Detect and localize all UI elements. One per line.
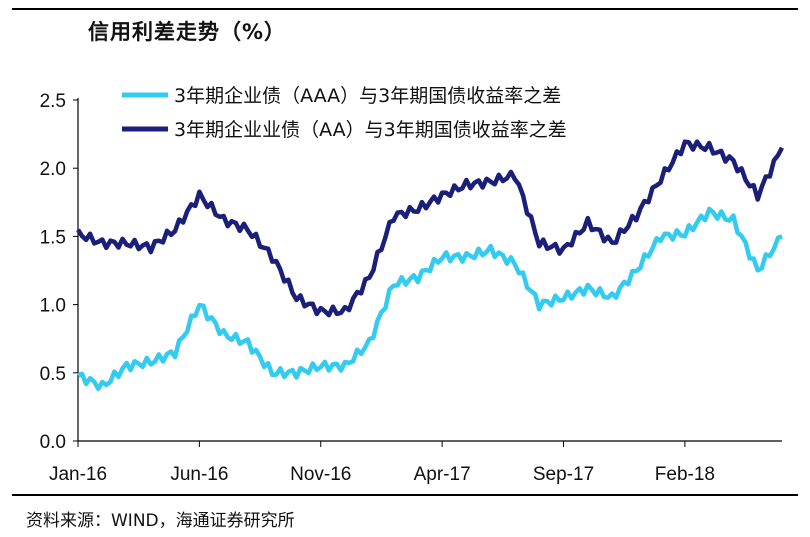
series-line-aa xyxy=(76,139,784,318)
legend-label: 3年期企业业债（AA）与3年期国债收益率之差 xyxy=(174,119,567,141)
x-tick-label: Sep-17 xyxy=(533,464,594,485)
x-tick-label: Jan-16 xyxy=(49,464,107,485)
y-tick-label: 0.0 xyxy=(40,432,66,453)
series-line-aaa xyxy=(77,206,783,392)
x-tick-label: Feb-18 xyxy=(655,464,715,485)
bottom-rule xyxy=(12,494,798,496)
chart-title: 信用利差走势（%） xyxy=(88,20,287,44)
x-tick-label: Nov-16 xyxy=(290,464,351,485)
top-rule xyxy=(12,8,798,10)
y-tick-label: 0.5 xyxy=(40,364,66,385)
x-tick-label: Apr-17 xyxy=(414,464,471,485)
y-tick-label: 1.0 xyxy=(40,296,66,317)
legend-label: 3年期企业债（AAA）与3年期国债收益率之差 xyxy=(174,85,561,107)
x-tick-label: Jun-16 xyxy=(170,464,228,485)
y-tick-label: 2.5 xyxy=(40,91,66,112)
source-note: 资料来源：WIND，海通证券研究所 xyxy=(26,511,295,531)
y-tick-label: 2.0 xyxy=(40,159,66,180)
y-tick-label: 1.5 xyxy=(40,227,66,248)
